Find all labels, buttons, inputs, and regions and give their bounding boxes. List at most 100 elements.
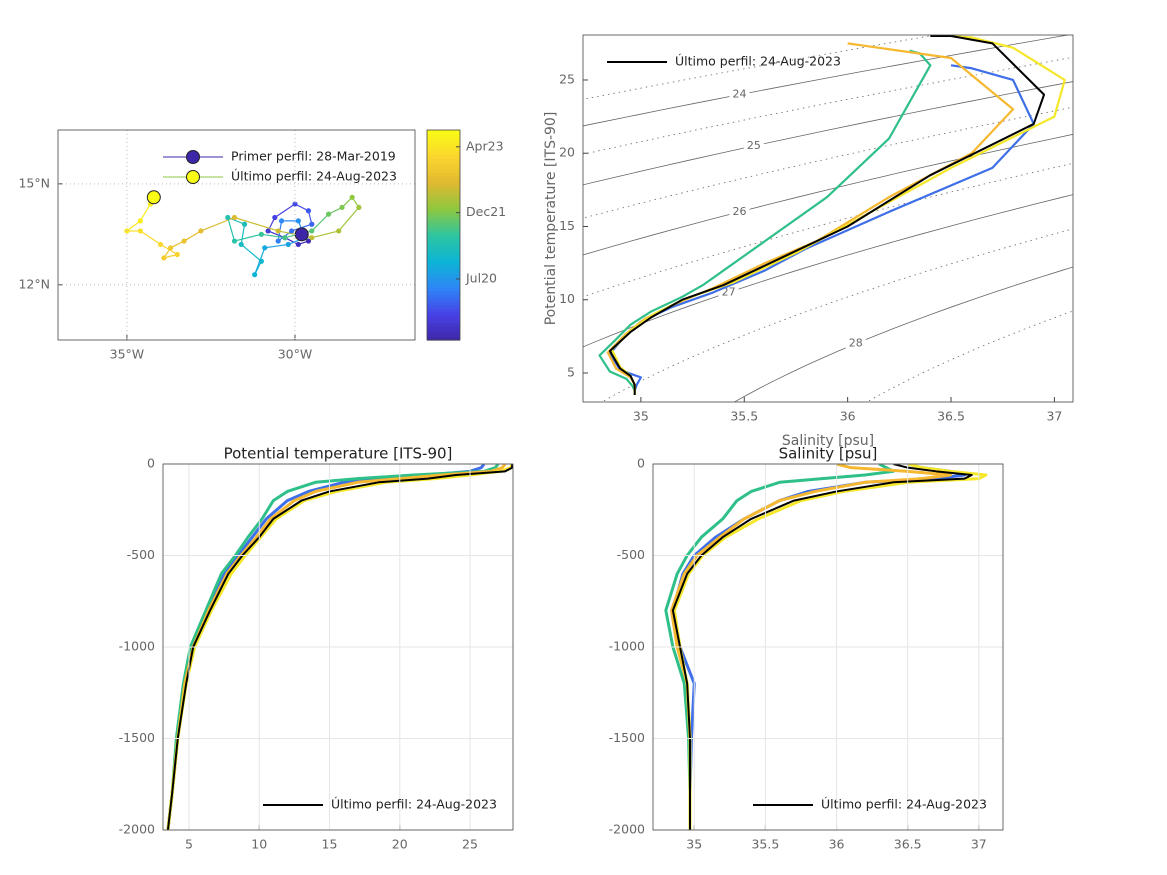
colorbar-strip xyxy=(427,329,460,334)
colorbar-strip xyxy=(427,336,460,341)
track-point xyxy=(161,255,167,261)
colorbar-box xyxy=(426,129,461,341)
track-point xyxy=(137,218,143,224)
colorbar-strip xyxy=(427,319,460,324)
contour-label-bg xyxy=(743,137,764,154)
colorbar-strip xyxy=(427,294,460,299)
y-tick-label: -500 xyxy=(127,547,155,562)
legend-text: Último perfil: 24-Aug-2023 xyxy=(331,797,497,812)
x-tick-label: 37 xyxy=(1046,409,1062,424)
y-tick-label: -1500 xyxy=(119,730,155,745)
track-point xyxy=(295,241,301,248)
colorbar-strip xyxy=(427,193,460,198)
contour-label-bg xyxy=(729,86,750,103)
colorbar-strip xyxy=(427,256,460,261)
colorbar-strip xyxy=(427,315,460,320)
colorbar-strip xyxy=(427,270,460,275)
y-tick-label: -1000 xyxy=(119,639,155,654)
x-tick-label: 20 xyxy=(392,837,408,852)
track-segment xyxy=(139,203,151,222)
track-point xyxy=(336,228,342,234)
track-point xyxy=(349,194,355,200)
track-point xyxy=(275,238,281,244)
colorbar-strip xyxy=(427,210,460,215)
track-point xyxy=(252,272,258,278)
colorbar-strip xyxy=(427,322,460,327)
track-point xyxy=(289,228,295,234)
colorbar-strip xyxy=(427,158,460,163)
x-tick-label: 36 xyxy=(840,409,856,424)
track-point xyxy=(275,228,281,234)
colorbar-tick-label: Apr23 xyxy=(466,138,504,153)
ts-profile xyxy=(606,42,1015,395)
colorbar-strip xyxy=(427,308,460,313)
track-segment xyxy=(267,230,286,239)
x-tick-label: 35 xyxy=(633,409,649,424)
y-tick-label: 5 xyxy=(567,364,575,379)
depth-profile xyxy=(166,464,513,830)
colorbar-strip xyxy=(427,259,460,264)
colorbar-tick-label: Dec21 xyxy=(466,204,506,219)
isopycnal xyxy=(583,81,1073,186)
track-segment xyxy=(274,203,296,218)
legend-marker xyxy=(186,170,200,184)
contour-label: 25 xyxy=(747,139,761,152)
colorbar-strip xyxy=(427,203,460,208)
x-tick-label: 36.5 xyxy=(937,409,965,424)
track-point xyxy=(285,241,291,248)
colorbar-strip xyxy=(427,161,460,166)
colorbar-tick-label: Jul20 xyxy=(465,270,497,285)
colorbar-strip xyxy=(427,224,460,229)
x-tick-label: 5 xyxy=(185,837,193,852)
colorbar-strip xyxy=(427,165,460,170)
y-tick-label: 10 xyxy=(559,291,575,306)
x-tick-label: 37 xyxy=(971,837,987,852)
isopycnal xyxy=(583,35,1071,127)
track-segment xyxy=(227,217,236,242)
isopycnal xyxy=(733,266,1073,402)
track-point xyxy=(174,251,180,258)
x-tick-label: 36.5 xyxy=(894,837,922,852)
x-tick-label: 36 xyxy=(829,837,845,852)
colorbar-strip xyxy=(427,144,460,149)
plot-area xyxy=(124,190,362,278)
colorbar-strip xyxy=(427,284,460,289)
track-segment xyxy=(311,213,330,232)
colorbar-strip xyxy=(427,252,460,257)
colorbar-strip xyxy=(427,186,460,191)
ts-profile xyxy=(610,35,1066,395)
ts-profile xyxy=(598,49,932,395)
y-tick-label: 20 xyxy=(559,145,575,160)
track-point xyxy=(265,228,271,234)
colorbar-strip xyxy=(427,235,460,240)
track-point xyxy=(326,211,332,217)
x-tick-label: 15 xyxy=(322,837,338,852)
colorbar-strip xyxy=(427,196,460,201)
panel-title: Salinity [psu] xyxy=(779,445,878,463)
track-point xyxy=(295,218,301,224)
colorbar-strip xyxy=(427,140,460,145)
track-point xyxy=(157,241,164,248)
colorbar-strip xyxy=(427,312,460,317)
colorbar-strip xyxy=(427,245,460,250)
x-tick-label: 30°W xyxy=(278,347,313,362)
depth-profile xyxy=(671,464,973,830)
colorbar-strip xyxy=(427,291,460,296)
y-tick-label: 25 xyxy=(559,71,575,86)
minor-isopycnal xyxy=(583,106,1073,219)
track-segment xyxy=(240,224,246,245)
contour-label: 24 xyxy=(732,88,746,101)
colorbar-strip xyxy=(427,207,460,212)
colorbar-strip xyxy=(427,130,460,135)
track-point xyxy=(137,228,143,234)
y-tick-label: 0 xyxy=(147,456,155,471)
colorbar-strip xyxy=(427,298,460,303)
track-segment xyxy=(140,230,161,245)
y-tick-label: -500 xyxy=(617,547,645,562)
y-axis-label: Potential temperature [ITS-90] xyxy=(543,112,559,326)
colorbar-strip xyxy=(427,249,460,254)
colorbar-strip xyxy=(427,151,460,156)
track-point xyxy=(258,258,264,264)
track-point xyxy=(356,204,362,211)
